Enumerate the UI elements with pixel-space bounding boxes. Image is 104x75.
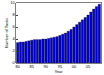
svg-text:2: 2 — [12, 48, 15, 53]
svg-text:10: 10 — [10, 0, 15, 5]
svg-text:0: 0 — [12, 60, 15, 65]
svg-text:Year: Year — [54, 69, 63, 74]
svg-text:Number of Tasks: Number of Tasks — [4, 18, 9, 48]
svg-text:8: 8 — [12, 12, 15, 17]
svg-text:95: 95 — [58, 64, 63, 69]
svg-text:05: 05 — [86, 64, 91, 69]
svg-text:85: 85 — [30, 64, 35, 69]
svg-text:00: 00 — [72, 64, 77, 69]
svg-text:6: 6 — [12, 24, 15, 29]
svg-text:4: 4 — [12, 36, 15, 41]
svg-text:80: 80 — [15, 64, 20, 69]
svg-text:90: 90 — [44, 64, 49, 69]
